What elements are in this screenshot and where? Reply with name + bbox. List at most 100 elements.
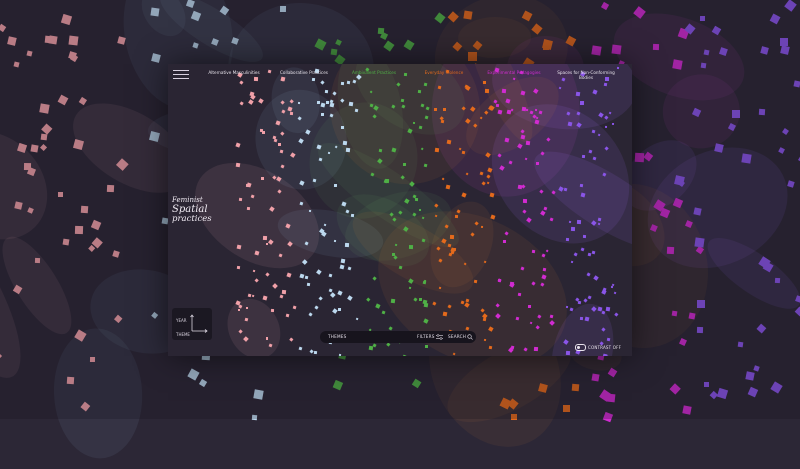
project-marker[interactable]: [442, 311, 448, 317]
project-marker[interactable]: [339, 264, 346, 270]
menu-button[interactable]: [173, 70, 189, 79]
axis-year-label[interactable]: YEAR: [176, 318, 187, 323]
project-marker[interactable]: [340, 258, 345, 263]
project-marker[interactable]: [285, 313, 290, 318]
project-marker[interactable]: [580, 192, 586, 198]
project-marker[interactable]: [502, 239, 506, 243]
project-marker[interactable]: [579, 100, 584, 106]
project-marker[interactable]: [501, 88, 506, 94]
project-marker[interactable]: [538, 110, 543, 115]
project-marker[interactable]: [483, 338, 487, 342]
project-marker[interactable]: [297, 137, 304, 144]
project-marker[interactable]: [277, 142, 282, 147]
project-marker[interactable]: [281, 290, 286, 295]
project-marker[interactable]: [402, 162, 406, 167]
project-marker[interactable]: [253, 77, 258, 82]
project-marker[interactable]: [418, 208, 422, 212]
theme-experimental-pedagogies[interactable]: Experimental Pedagogies: [487, 70, 541, 75]
project-marker[interactable]: [571, 226, 576, 231]
project-marker[interactable]: [333, 239, 337, 242]
project-marker[interactable]: [271, 308, 276, 313]
project-marker[interactable]: [366, 297, 371, 302]
project-marker[interactable]: [332, 308, 338, 314]
project-marker[interactable]: [347, 267, 352, 271]
project-marker[interactable]: [326, 101, 330, 104]
project-marker[interactable]: [525, 140, 530, 145]
project-marker[interactable]: [779, 37, 789, 47]
project-marker[interactable]: [576, 111, 581, 115]
project-marker[interactable]: [521, 106, 526, 111]
project-marker[interactable]: [601, 289, 607, 295]
project-marker[interactable]: [582, 235, 586, 238]
project-marker[interactable]: [565, 305, 569, 309]
project-marker[interactable]: [480, 225, 484, 229]
project-marker[interactable]: [235, 142, 241, 148]
project-marker[interactable]: [484, 89, 489, 94]
project-marker[interactable]: [301, 259, 307, 265]
project-marker[interactable]: [597, 217, 602, 222]
themes-button[interactable]: THEMES: [328, 334, 347, 339]
project-map[interactable]: [168, 64, 632, 356]
project-marker[interactable]: [334, 184, 338, 188]
project-marker[interactable]: [298, 101, 301, 105]
project-marker[interactable]: [390, 298, 396, 304]
project-marker[interactable]: [545, 249, 550, 254]
project-marker[interactable]: [239, 80, 244, 85]
project-marker[interactable]: [541, 253, 546, 258]
project-marker[interactable]: [587, 252, 591, 257]
project-marker[interactable]: [611, 285, 614, 289]
project-marker[interactable]: [497, 109, 502, 115]
toggle-switch-icon[interactable]: [575, 343, 586, 351]
project-marker[interactable]: [338, 354, 342, 356]
project-marker[interactable]: [245, 306, 248, 309]
project-marker[interactable]: [318, 296, 324, 302]
project-marker[interactable]: [579, 183, 583, 187]
project-marker[interactable]: [378, 148, 382, 152]
project-marker[interactable]: [613, 291, 617, 295]
project-marker[interactable]: [570, 260, 574, 264]
search-icon[interactable]: [467, 334, 473, 340]
project-marker[interactable]: [239, 101, 245, 107]
project-marker[interactable]: [355, 317, 359, 321]
project-marker[interactable]: [272, 283, 279, 290]
project-marker[interactable]: [316, 269, 322, 275]
theme-spaces-non-conforming-bodies[interactable]: Spaces for Non-Conforming Bodies: [557, 70, 615, 80]
axis-theme-label[interactable]: THEME: [176, 332, 190, 337]
project-marker[interactable]: [328, 274, 333, 278]
project-marker[interactable]: [611, 123, 615, 126]
project-marker[interactable]: [580, 247, 585, 252]
project-marker[interactable]: [505, 97, 511, 103]
project-marker[interactable]: [535, 161, 539, 165]
project-marker[interactable]: [262, 295, 268, 301]
project-marker[interactable]: [345, 242, 350, 247]
project-marker[interactable]: [535, 108, 538, 112]
project-marker[interactable]: [525, 108, 529, 112]
project-marker[interactable]: [381, 310, 386, 315]
project-marker[interactable]: [58, 192, 64, 197]
project-marker[interactable]: [433, 108, 437, 111]
project-marker[interactable]: [237, 266, 241, 270]
project-marker[interactable]: [402, 354, 406, 356]
project-marker[interactable]: [321, 113, 325, 117]
project-marker[interactable]: [522, 198, 527, 203]
project-marker[interactable]: [346, 295, 353, 301]
project-marker[interactable]: [306, 282, 311, 287]
project-marker[interactable]: [293, 305, 298, 310]
project-marker[interactable]: [236, 244, 242, 250]
project-marker[interactable]: [246, 206, 250, 210]
project-marker[interactable]: [338, 308, 342, 312]
project-marker[interactable]: [563, 187, 568, 192]
project-marker[interactable]: [529, 110, 534, 115]
project-marker[interactable]: [577, 301, 581, 305]
project-marker[interactable]: [731, 109, 740, 118]
project-marker[interactable]: [249, 91, 254, 97]
project-marker[interactable]: [312, 78, 316, 82]
project-marker[interactable]: [613, 312, 618, 317]
project-marker[interactable]: [403, 72, 408, 77]
project-marker[interactable]: [704, 381, 710, 387]
project-marker[interactable]: [408, 244, 413, 249]
project-marker[interactable]: [517, 292, 522, 297]
project-marker[interactable]: [602, 353, 608, 356]
project-marker[interactable]: [314, 305, 319, 310]
project-marker[interactable]: [567, 121, 573, 127]
